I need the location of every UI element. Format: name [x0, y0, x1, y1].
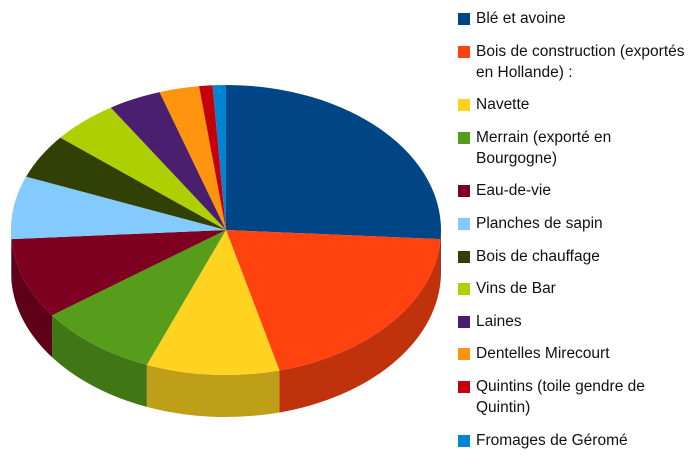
legend-label: Laines — [476, 312, 522, 330]
legend-swatch — [458, 283, 470, 296]
slice-side — [146, 364, 280, 417]
legend-label: Quintins (toile gendre de Quintin) — [476, 377, 645, 416]
legend-item: Quintins (toile gendre de Quintin) — [458, 376, 694, 418]
slice — [146, 230, 280, 375]
legend-item: Eau-de-vie — [458, 180, 694, 201]
legend-swatch — [458, 185, 470, 198]
legend-item: Blé et avoine — [458, 8, 694, 29]
legend-item: Bois de chauffage — [458, 246, 694, 267]
slice — [52, 230, 227, 365]
legend-label: Merrain (exporté en Bourgogne) — [476, 128, 612, 167]
legend-swatch — [458, 13, 470, 25]
slice-side — [11, 239, 53, 358]
legend-swatch — [458, 131, 470, 144]
legend-item: Merrain (exporté en Bourgogne) — [458, 127, 694, 169]
legend-label: Bois de construction (exportés en Hollan… — [476, 42, 685, 81]
legend-swatch — [458, 250, 470, 263]
slice — [212, 85, 226, 230]
slice — [110, 92, 226, 230]
legend-item: Laines — [458, 311, 694, 332]
legend-swatch — [458, 99, 470, 112]
legend-label: Navette — [476, 96, 530, 114]
slice — [60, 107, 226, 230]
slice — [11, 176, 227, 240]
slice-side — [52, 315, 147, 407]
legend-swatch — [458, 315, 470, 328]
slice — [226, 85, 441, 240]
legend-swatch — [458, 45, 470, 58]
slice — [199, 85, 226, 230]
pie-area — [11, 85, 441, 417]
legend-swatch — [458, 380, 470, 393]
slice-side — [279, 239, 441, 413]
slice — [159, 86, 226, 230]
legend-item: Planches de sapin — [458, 213, 694, 234]
legend-label: Planches de sapin — [476, 214, 603, 232]
legend-item: Bois de construction (exportés en Hollan… — [458, 41, 694, 83]
slice — [11, 230, 226, 316]
legend-label: Dentelles Mirecourt — [476, 345, 610, 363]
legend-swatch — [458, 217, 470, 230]
legend: Blé et avoine Bois de construction (expor… — [458, 8, 694, 462]
legend-label: Blé et avoine — [476, 10, 566, 27]
legend-item: Navette — [458, 94, 694, 115]
legend-item: Vins de Bar — [458, 278, 694, 299]
legend-item: Fromages de Géromé — [458, 430, 694, 451]
slice — [26, 137, 227, 230]
legend-label: Fromages de Géromé — [476, 431, 628, 449]
legend-label: Eau-de-vie — [476, 182, 551, 200]
legend-label: Bois de chauffage — [476, 247, 600, 265]
slice — [226, 230, 441, 371]
legend-swatch — [458, 348, 470, 361]
legend-swatch — [458, 434, 470, 447]
legend-label: Vins de Bar — [476, 280, 556, 298]
legend-item: Dentelles Mirecourt — [458, 343, 694, 364]
